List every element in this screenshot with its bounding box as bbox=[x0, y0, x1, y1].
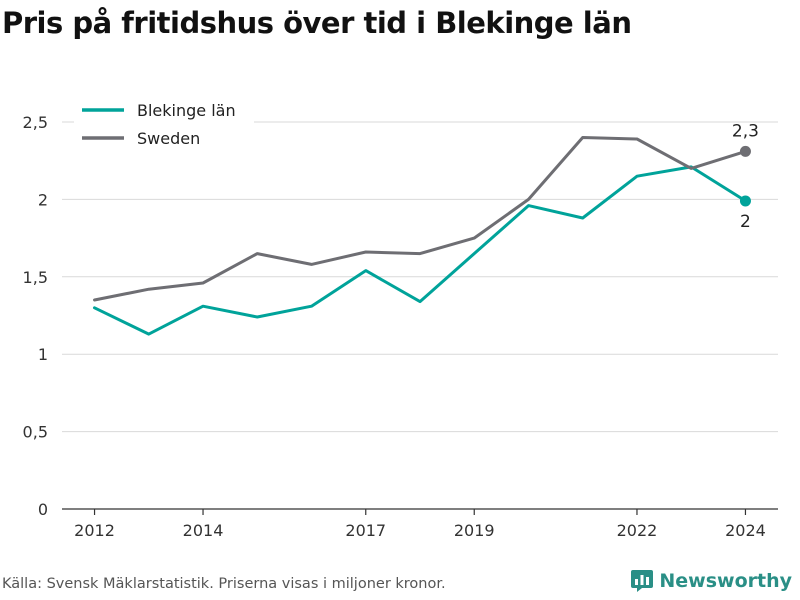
x-tick-label: 2014 bbox=[183, 521, 224, 540]
y-tick-label: 2,5 bbox=[23, 113, 48, 132]
series: 22,3 bbox=[93, 121, 759, 336]
series-end-label: 2 bbox=[740, 212, 751, 232]
series-end-point bbox=[739, 145, 751, 157]
source-note: Källa: Svensk Mäklarstatistik. Priserna … bbox=[2, 576, 446, 592]
legend: Blekinge län Sweden bbox=[74, 96, 254, 156]
y-tick-label: 1,5 bbox=[23, 268, 48, 287]
newsworthy-logo-icon bbox=[631, 570, 654, 592]
y-tick-label: 2 bbox=[38, 190, 48, 209]
x-tick-label: 2012 bbox=[74, 521, 115, 540]
y-tick-label: 1 bbox=[38, 345, 48, 364]
x-tick-label: 2024 bbox=[725, 521, 766, 540]
x-tick-label: 2019 bbox=[454, 521, 495, 540]
legend-label: Blekinge län bbox=[137, 101, 236, 120]
brand-logo: Newsworthy bbox=[631, 570, 792, 592]
series-end-point bbox=[739, 195, 751, 207]
legend-label: Sweden bbox=[137, 129, 200, 148]
chart-title: Pris på fritidshus över tid i Blekinge l… bbox=[2, 6, 632, 40]
series-line-sweden bbox=[93, 136, 747, 302]
legend-background bbox=[74, 96, 254, 156]
x-tick-label: 2017 bbox=[345, 521, 386, 540]
axes: 0 0,5 1 1,5 2 2,5 2012 2014 2017 2019 2022 2024 bbox=[23, 113, 778, 540]
y-tick-label: 0 bbox=[38, 500, 48, 519]
gridlines bbox=[62, 121, 778, 433]
x-tick-label: 2022 bbox=[617, 521, 658, 540]
series-end-label: 2,3 bbox=[732, 121, 759, 141]
brand-name: Newsworthy bbox=[659, 570, 792, 592]
y-tick-label: 0,5 bbox=[23, 423, 48, 442]
series-line-blekinge bbox=[93, 165, 747, 336]
